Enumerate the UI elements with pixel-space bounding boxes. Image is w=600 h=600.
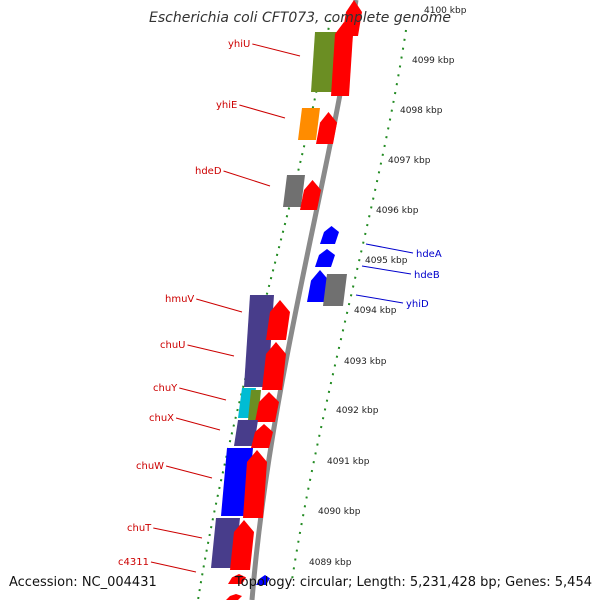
tick-label: 4094 kbp: [354, 306, 397, 316]
tick-label: 4098 kbp: [400, 106, 443, 116]
chuT-arrow: [230, 520, 254, 570]
top-arrow: [342, 0, 362, 36]
tick-label: 4090 kbp: [318, 507, 361, 517]
chuU-arrow: [262, 342, 286, 390]
features-layer: [211, 0, 362, 600]
yhiE-arrow: [316, 112, 337, 144]
gene-label-hdeD: hdeD: [195, 166, 222, 177]
chuW-arrow: [243, 450, 267, 518]
gene-label-chuY: chuY: [153, 383, 178, 394]
gene-label-chuU: chuU: [160, 340, 186, 351]
c4311-arrow: [228, 574, 246, 584]
leader-line: [252, 43, 301, 57]
gene-label-chuX: chuX: [149, 413, 174, 424]
leader-line: [196, 298, 243, 313]
yhiD-block: [323, 274, 347, 306]
gene-label-c4311: c4311: [118, 557, 149, 568]
hdeD-block: [283, 175, 305, 207]
gene-label-chuW: chuW: [136, 461, 164, 472]
leader-line: [175, 417, 221, 431]
gene-label-hmuV: hmuV: [165, 294, 194, 305]
tick-label: 4097 kbp: [388, 156, 431, 166]
hdeD-arrow: [300, 180, 321, 210]
gene-labels-layer: yhiU yhiE hdeD hmuV chuU chuY chuX chuW chuT c431…: [118, 39, 442, 573]
gene-label-hdeA: hdeA: [416, 249, 442, 260]
leader-line: [187, 344, 235, 357]
leader-line: [179, 387, 227, 401]
gene-label-yhiD: yhiD: [406, 299, 429, 310]
chuY-arrow: [255, 392, 279, 422]
bottom-blue-arrow: [256, 575, 270, 585]
leader-line: [150, 561, 197, 573]
leader-line: [153, 527, 203, 539]
yhiE-block: [298, 108, 320, 140]
tick-label: 4092 kbp: [336, 406, 379, 416]
tick-labels-layer: 4100 kbp 4099 kbp 4098 kbp 4097 kbp 4096 kbp…: [309, 6, 467, 568]
leader-line: [361, 265, 412, 275]
hdeB-arrow: [315, 249, 335, 267]
tick-label: 4095 kbp: [365, 256, 408, 266]
yhiU-arrow: [331, 22, 353, 96]
tick-label: 4093 kbp: [344, 357, 387, 367]
yhiU-block: [311, 32, 337, 92]
topology-label: Topology: circular; Length: 5,231,428 bp…: [234, 575, 592, 590]
tick-label: 4100 kbp: [424, 6, 467, 16]
bottom-arrow: [226, 594, 242, 600]
outer-ring-ticks-right: [291, 29, 407, 581]
hmuV-arrow: [266, 300, 290, 340]
accession-label: Accession: NC_004431: [9, 575, 157, 590]
leader-line: [223, 170, 271, 187]
leader-line: [165, 465, 213, 479]
leader-line: [355, 294, 404, 304]
gene-label-yhiU: yhiU: [228, 39, 250, 50]
tick-label: 4091 kbp: [327, 457, 370, 467]
leader-line: [365, 243, 414, 254]
hdeA-arrow: [320, 226, 339, 244]
chuX-block: [234, 420, 258, 446]
map-title: Escherichia coli CFT073, complete genome: [149, 10, 451, 26]
gene-label-hdeB: hdeB: [414, 270, 440, 281]
gene-label-chuT: chuT: [127, 523, 152, 534]
tick-label: 4099 kbp: [412, 56, 455, 66]
tick-label: 4096 kbp: [376, 206, 419, 216]
gene-label-yhiE: yhiE: [216, 100, 237, 111]
yhiD-arrow: [307, 270, 329, 302]
chuX-arrow: [251, 424, 273, 448]
leader-line: [239, 104, 286, 119]
tick-label: 4089 kbp: [309, 558, 352, 568]
